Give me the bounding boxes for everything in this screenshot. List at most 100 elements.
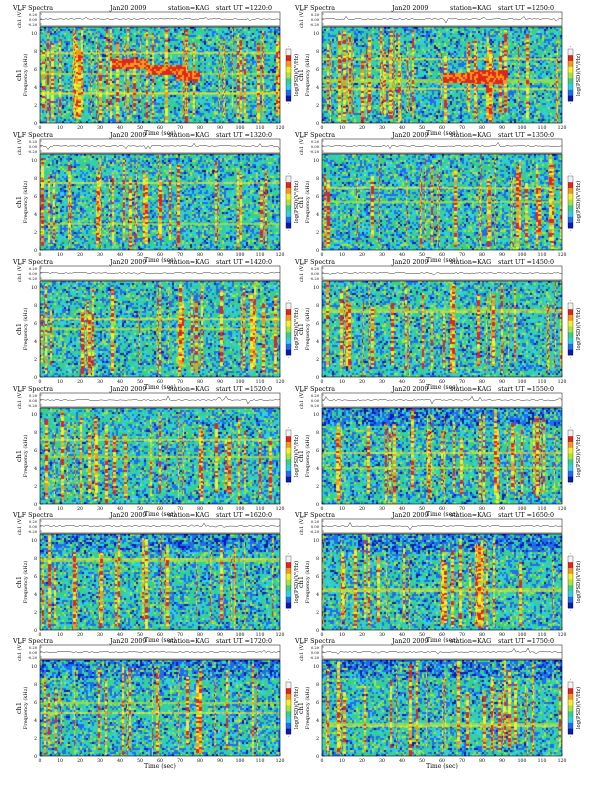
y-tick-label: 10	[313, 538, 319, 544]
colorbar-segment	[568, 308, 573, 315]
x-tick-label: 110	[538, 379, 547, 385]
colorbar-segment	[286, 193, 291, 200]
x-tick-label: 30	[97, 379, 103, 385]
colorbar-segment	[286, 579, 291, 586]
spectrogram-image	[322, 534, 562, 630]
x-tick-label: 120	[558, 506, 567, 512]
colorbar-frame	[285, 302, 292, 356]
trace-tick-label: -0.20	[310, 530, 320, 534]
y-tick-label: 4	[34, 339, 37, 345]
trace-tick-label: -0.20	[310, 404, 320, 408]
y-tick-label: 6	[316, 67, 319, 73]
colorbar-tick-top: -	[570, 171, 572, 176]
x-tick-label: 120	[558, 632, 567, 638]
x-tick-label: 120	[558, 252, 567, 258]
y-tick-label: 2	[34, 357, 37, 363]
y-tick-label: 10	[313, 412, 319, 418]
x-tick-label: 100	[518, 632, 527, 638]
colorbar-segment	[286, 556, 291, 563]
colorbar-segment	[286, 210, 291, 217]
colorbar-label: log(PSD)(V²/Hz)	[293, 435, 300, 477]
y-axis-label: Frequency (kHz)	[22, 308, 29, 351]
colorbar-segment	[286, 77, 291, 85]
waveform-axis-label: ch1 (V)	[16, 643, 23, 661]
spectrogram-panel: VLF Spectra Jan20 2009 station=KAG start UT…	[12, 512, 300, 644]
x-axis-label: Time (sec)	[144, 637, 176, 644]
x-tick-label: 110	[256, 252, 265, 258]
colorbar-frame	[567, 681, 574, 735]
panel-start-ut: start UT =1720:0	[216, 638, 272, 645]
x-tick-label: 100	[236, 379, 245, 385]
x-tick-label: 20	[359, 506, 365, 512]
x-tick-label: 120	[276, 252, 285, 258]
y-tick-label: 10	[31, 285, 37, 291]
colorbar-tick-bottom: -	[288, 355, 290, 360]
y-tick-label: 6	[34, 321, 37, 327]
x-tick-label: 20	[359, 379, 365, 385]
y-tick-label: 2	[34, 103, 37, 109]
colorbar-segment	[568, 303, 573, 310]
colorbar-segment	[286, 66, 291, 73]
panel-title: VLF Spectra	[12, 5, 53, 12]
panel-date: Jan20 2009	[391, 132, 428, 139]
x-tick-label: 70	[177, 632, 183, 638]
y-tick-label: 2	[316, 484, 319, 490]
x-tick-label: 100	[236, 125, 245, 131]
panel-title: VLF Spectra	[12, 638, 53, 645]
trace-tick-label: 0.00	[29, 525, 38, 529]
x-tick-label: 10	[57, 758, 63, 764]
colorbar-segment	[568, 83, 573, 90]
panel-date: Jan20 2009	[391, 259, 428, 266]
waveform-trace	[39, 142, 281, 150]
colorbar-segment	[568, 693, 573, 700]
y-tick-label: 8	[316, 430, 319, 436]
trace-tick-label: 0.00	[29, 272, 38, 276]
x-tick-label: 20	[359, 632, 365, 638]
colorbar-segment	[286, 447, 291, 454]
x-tick-label: 50	[137, 506, 143, 512]
x-tick-label: 20	[77, 506, 83, 512]
y-axis-label: Frequency (kHz)	[22, 435, 29, 478]
x-tick-label: 50	[419, 379, 425, 385]
waveform-trace	[321, 142, 562, 149]
y-tick-label: 6	[34, 700, 37, 706]
y-tick-label: 4	[34, 592, 37, 598]
colorbar-segment	[286, 435, 291, 442]
x-tick-label: 60	[439, 506, 445, 512]
x-tick-label: 30	[379, 632, 385, 638]
y-tick-label: 4	[316, 592, 319, 598]
spectrogram-image	[322, 660, 562, 756]
x-tick-label: 110	[256, 632, 265, 638]
colorbar-segment	[568, 193, 573, 200]
x-tick-label: 70	[459, 252, 465, 258]
colorbar-segment	[568, 561, 573, 568]
x-tick-label: 30	[97, 252, 103, 258]
colorbar-frame	[285, 555, 292, 609]
x-tick-label: 70	[459, 632, 465, 638]
colorbar-segment	[568, 710, 573, 718]
x-tick-label: 110	[256, 758, 265, 764]
colorbar-segment	[568, 579, 573, 586]
panel-station: station=KAG	[450, 386, 491, 393]
waveform-axis-label: ch1 (V)	[16, 10, 23, 28]
colorbar-segment	[568, 590, 573, 597]
colorbar-segment	[568, 314, 573, 321]
colorbar-segment	[286, 441, 291, 448]
colorbar-segment	[568, 556, 573, 563]
x-axis-label: Time (sec)	[144, 511, 176, 518]
y-tick-label: 0	[34, 121, 37, 127]
panel-title: VLF Spectra	[294, 259, 335, 266]
colorbar-segment	[568, 331, 573, 339]
y-tick-label: 10	[313, 31, 319, 37]
y-axis-label: Frequency (kHz)	[304, 308, 311, 351]
waveform-axis-label: ch1 (V)	[298, 264, 305, 282]
spectrogram-image	[322, 281, 562, 377]
colorbar-segment	[568, 49, 573, 56]
x-tick-label: 40	[399, 125, 405, 131]
channel-label: ch1	[297, 323, 305, 335]
y-axis-label: Frequency (kHz)	[304, 561, 311, 604]
channel-label: ch1	[15, 576, 23, 588]
spectrogram-image	[322, 408, 562, 504]
spectrogram-panel: VLF Spectra Jan20 2009 station=KAG start UT…	[12, 132, 300, 264]
